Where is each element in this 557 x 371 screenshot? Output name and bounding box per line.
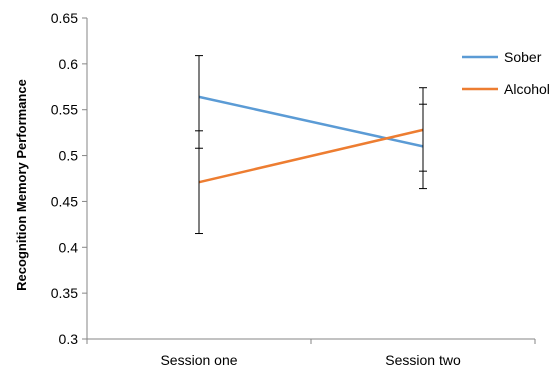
y-tick-label: 0.6 (59, 56, 79, 72)
x-tick-label: Session two (385, 352, 461, 368)
legend-label: Sober (504, 49, 542, 65)
error-bar-alcohol (195, 130, 203, 235)
y-axis-title: Recognition Memory Performance (14, 79, 29, 291)
series-line-alcohol (198, 128, 424, 184)
x-tick-label: Session one (160, 352, 237, 368)
y-tick-label: 0.45 (51, 193, 78, 209)
y-tick-label: 0.4 (59, 239, 79, 255)
y-tick-label: 0.35 (51, 285, 78, 301)
y-tick-label: 0.3 (59, 331, 79, 347)
legend: Sober Alcohol (462, 49, 550, 97)
legend-item-alcohol: Alcohol (462, 81, 550, 97)
series-layer (195, 55, 427, 235)
y-tick-label: 0.55 (51, 102, 78, 118)
error-bar-alcohol (419, 87, 427, 172)
y-axis: 0.3 0.35 0.4 0.45 0.5 0.55 0.6 0.65 (51, 10, 88, 347)
y-tick-label: 0.5 (59, 148, 79, 164)
x-axis: Session one Session two (86, 338, 536, 368)
legend-item-sober: Sober (462, 49, 542, 65)
y-tick-label: 0.65 (51, 10, 78, 26)
legend-label: Alcohol (504, 81, 550, 97)
